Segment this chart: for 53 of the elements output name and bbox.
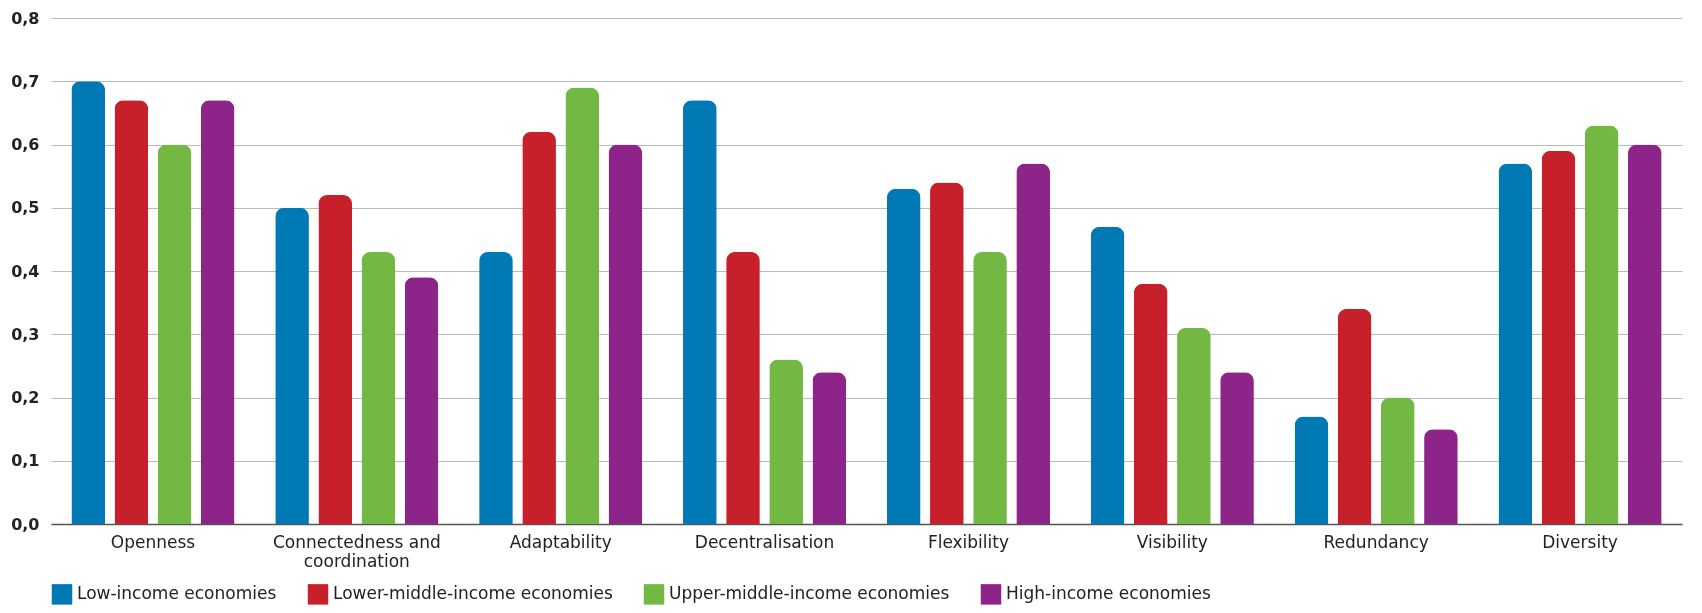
- bar: [157, 144, 192, 524]
- bar: [1294, 416, 1329, 524]
- bar: [973, 252, 1007, 524]
- bar: [275, 207, 309, 524]
- x-tick-label: Flexibility: [927, 531, 1010, 552]
- bar: [1424, 429, 1458, 524]
- bar: [812, 372, 847, 524]
- x-tick-label: Visibility: [1136, 531, 1208, 552]
- legend-label: High-income economies: [1006, 583, 1211, 604]
- x-tick-label: Adaptability: [509, 531, 612, 552]
- bar: [1541, 150, 1576, 524]
- bar: [361, 252, 396, 524]
- bar: [404, 277, 439, 524]
- bar: [1016, 163, 1050, 524]
- y-tick-label: 0,3: [11, 324, 40, 344]
- y-tick-label: 0,8: [11, 8, 40, 28]
- bar: [1584, 125, 1619, 524]
- y-tick-label: 0,0: [11, 514, 40, 534]
- bar: [1627, 144, 1662, 524]
- bar: [1177, 327, 1211, 524]
- y-tick-label: 0,2: [11, 388, 40, 407]
- bar: [200, 100, 235, 524]
- bar: [683, 100, 717, 524]
- bar: [1133, 283, 1168, 524]
- bar: [114, 100, 149, 524]
- bar: [1498, 163, 1533, 524]
- legend-label: Upper-middle-income economies: [669, 583, 950, 604]
- bar: [1220, 372, 1254, 524]
- bar: [726, 252, 760, 524]
- bar: [479, 252, 513, 524]
- bar: [769, 359, 803, 524]
- bar: [1337, 308, 1372, 524]
- y-tick-label: 0,7: [11, 71, 40, 91]
- x-tick-label: Connectedness and coordination: [272, 531, 441, 571]
- x-tick-label: Decentralisation: [694, 531, 835, 552]
- bar: [1090, 226, 1125, 524]
- legend-label: Lower-middle-income economies: [333, 583, 613, 604]
- x-tick-label: Openness: [110, 531, 196, 552]
- bar: [71, 81, 106, 524]
- x-tick-label: Redundancy: [1323, 531, 1429, 552]
- legend-label: Low-income economies: [77, 583, 277, 604]
- y-tick-label: 0,6: [11, 135, 40, 154]
- x-tick-label: Diversity: [1542, 531, 1618, 552]
- bar: [565, 87, 600, 524]
- y-tick-label: 0,1: [11, 451, 40, 471]
- bar: [886, 188, 921, 524]
- bar: [1380, 397, 1415, 524]
- bar: [930, 182, 964, 524]
- bar: [522, 131, 556, 524]
- bar: [318, 195, 353, 524]
- y-tick-label: 0,4: [11, 261, 40, 281]
- bar: [608, 144, 643, 524]
- y-tick-label: 0,5: [11, 198, 40, 218]
